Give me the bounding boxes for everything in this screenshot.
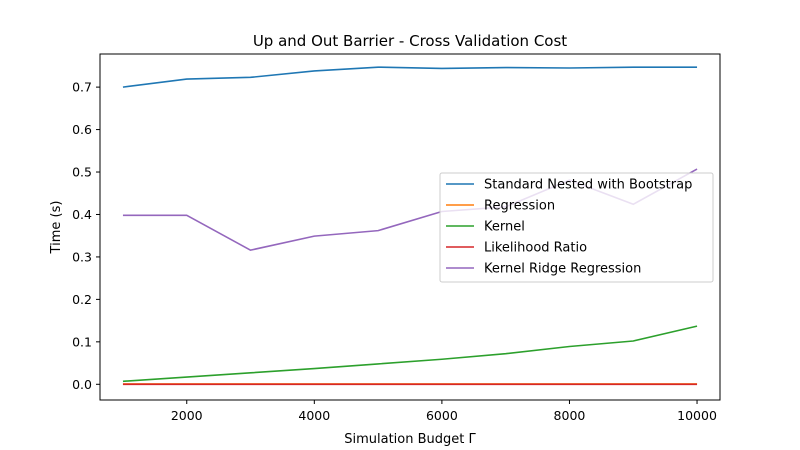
x-tick-label: 6000 [426,408,458,423]
y-tick-label: 0.2 [72,292,92,307]
y-tick-label: 0.5 [72,165,92,180]
y-tick-label: 0.1 [72,334,92,349]
y-tick-label: 0.4 [72,207,92,222]
series-layer [122,66,698,386]
x-tick-label: 4000 [298,408,330,423]
series-line-standard-nested-with-bootstrap [122,66,698,88]
x-axis-label: Simulation Budget Γ [344,432,476,447]
y-axis: 0.0 0.1 0.2 0.3 0.4 0.5 0.6 0.7 [72,80,100,392]
x-tick-label: 10000 [677,408,717,423]
series-line-kernel [122,325,698,383]
x-tick-label: 8000 [554,408,586,423]
plot-frame [99,53,721,401]
chart-title: Up and Out Barrier - Cross Validation Co… [253,32,567,50]
legend-items: Standard Nested with Bootstrap Regression… [446,178,692,277]
legend-label-regression: Regression [484,199,555,214]
y-axis-label: Time (s) [49,201,64,255]
y-tick-label: 0.0 [72,377,92,392]
y-tick-label: 0.6 [72,122,92,137]
x-axis: 2000 4000 6000 8000 10000 [171,400,717,423]
x-tick-label: 2000 [171,408,203,423]
legend: Standard Nested with Bootstrap Regression… [439,172,714,283]
legend-box [439,172,714,283]
legend-label-standard-nested-with-bootstrap: Standard Nested with Bootstrap [484,178,692,193]
y-tick-label: 0.7 [72,80,92,95]
y-tick-label: 0.3 [72,249,92,264]
legend-label-kernel-ridge-regression: Kernel Ridge Regression [484,262,641,277]
legend-label-kernel: Kernel [484,220,525,235]
legend-label-likelihood-ratio: Likelihood Ratio [484,241,587,256]
